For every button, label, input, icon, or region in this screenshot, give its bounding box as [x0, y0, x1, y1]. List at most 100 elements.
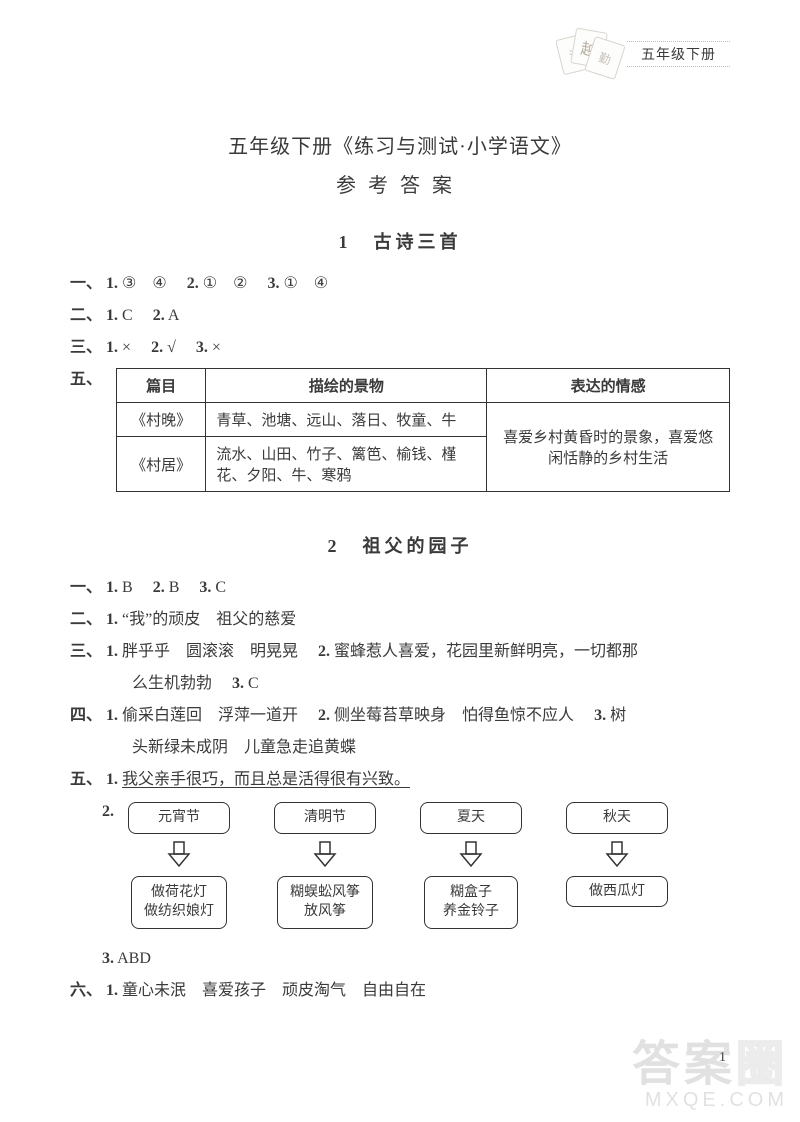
s1-line2: 二、 1. C 2. A: [70, 300, 730, 332]
s2-l1-c: 3.: [199, 579, 211, 596]
s1-l2-av: C: [122, 307, 133, 324]
s1-line3: 三、 1. × 2. √ 3. ×: [70, 332, 730, 364]
s1-l3-c: 3.: [196, 339, 208, 356]
s1-l3-b: 2.: [151, 339, 163, 356]
s1-l1-av: ③ ④: [122, 275, 167, 292]
s2-l1-cv: C: [215, 579, 226, 596]
s1-l1-b: 2.: [187, 275, 199, 292]
header: 治 越 勤 五年级下册: [559, 30, 730, 78]
s1-l1-bv: ① ②: [203, 275, 248, 292]
s2-l4-a: 1.: [106, 707, 118, 724]
td-title-2: 《村居》: [117, 437, 206, 492]
s2-line4: 四、 1. 偷采白莲回 浮萍一道开 2. 侧坐莓苔草映身 怕得鱼惊不应人 3. …: [70, 700, 730, 732]
section1-heading: 1 古诗三首: [70, 228, 730, 254]
s2-l3-bv: 蜜蜂惹人喜爱，花园里新鲜明亮，一切都那: [334, 643, 638, 660]
s2-line4-cont: 头新绿未成阴 儿童急走追黄蝶: [70, 732, 730, 764]
s2-l4-cont: 头新绿未成阴 儿童急走追黄蝶: [132, 739, 356, 756]
s2-line1: 一、 1. B 2. B 3. C: [70, 572, 730, 604]
page-number: 1: [719, 1050, 726, 1066]
s2-l3-c: 3.: [232, 675, 244, 692]
s1-l3-pre: 三、: [70, 339, 102, 356]
s2-line3: 三、 1. 胖乎乎 圆滚滚 明晃晃 2. 蜜蜂惹人喜爱，花园里新鲜明亮，一切都那: [70, 636, 730, 668]
s2-l6-a: 1.: [106, 982, 118, 999]
s2-l4-pre: 四、: [70, 707, 102, 724]
s2-l4-bv: 侧坐莓苔草映身 怕得鱼惊不应人: [334, 707, 574, 724]
s1-l2-pre: 二、: [70, 307, 102, 324]
flow-col-4: 秋天 做西瓜灯: [566, 802, 668, 929]
s1-l5-pre: 五、: [70, 364, 116, 396]
s2-l4-b: 2.: [318, 707, 330, 724]
flow-top-4: 秋天: [566, 802, 668, 834]
s2-line5: 五、 1. 我父亲手很巧，而且总是活得很有兴致。: [70, 764, 730, 796]
s2-line6: 六、 1. 童心未泯 喜爱孩子 顽皮淘气 自由自在: [70, 975, 730, 1007]
table-row: 《村晚》 青草、池塘、远山、落日、牧童、牛 喜爱乡村黄昏时的景象，喜爱悠闲恬静的…: [117, 403, 730, 437]
s1-l1-cv: ① ④: [283, 275, 328, 292]
s2-l5-a: 1.: [106, 771, 118, 788]
flow-bot-3: 糊盒子养金铃子: [424, 876, 518, 929]
s2-l5-av: 我父亲手很巧，而且总是活得很有兴致。: [122, 771, 410, 788]
flow-top-3: 夏天: [420, 802, 522, 834]
s1-l1-pre: 一、: [70, 275, 102, 292]
s2-l2-a: 1.: [106, 611, 118, 628]
th-title: 篇目: [117, 369, 206, 403]
main-title: 五年级下册《练习与测试·小学语文》: [70, 130, 730, 159]
arrow-icon: [457, 840, 485, 870]
th-scene: 描绘的景物: [206, 369, 487, 403]
flow-top-2: 清明节: [274, 802, 376, 834]
s1-l1-c: 3.: [267, 275, 279, 292]
s1-l3-bv: √: [167, 339, 176, 356]
arrow-icon: [311, 840, 339, 870]
s2-l1-b: 2.: [153, 579, 165, 596]
flow-bot-4: 做西瓜灯: [566, 876, 668, 908]
s2-l3-cv: C: [248, 675, 259, 692]
s1-line1: 一、 1. ③ ④ 2. ① ② 3. ① ④: [70, 268, 730, 300]
s2-l4-av: 偷采白莲回 浮萍一道开: [122, 707, 298, 724]
s2-line3-cont: 么生机勃勃 3. C: [70, 668, 730, 700]
wm-url: MXQE.COM: [632, 1089, 788, 1112]
s1-l2-bv: A: [168, 307, 180, 324]
s2-l3-a: 1.: [106, 643, 118, 660]
s1-table: 篇目 描绘的景物 表达的情感 《村晚》 青草、池塘、远山、落日、牧童、牛 喜爱乡…: [116, 368, 730, 492]
stamp-logo: 治 越 勤: [559, 30, 617, 78]
page: 治 越 勤 五年级下册 五年级下册《练习与测试·小学语文》 参考答案 1 古诗三…: [0, 0, 800, 1122]
flow-bot-1: 做荷花灯做纺织娘灯: [131, 876, 227, 929]
flow-col-3: 夏天 糊盒子养金铃子: [420, 802, 522, 929]
flow-diagram: 元宵节 做荷花灯做纺织娘灯 清明节 糊蜈蚣风筝放风筝 夏天 糊盒子养金铃子 秋天: [128, 802, 730, 929]
s2-l1-bv: B: [169, 579, 180, 596]
td-title-1: 《村晚》: [117, 403, 206, 437]
flow-col-2: 清明节 糊蜈蚣风筝放风筝: [274, 802, 376, 929]
watermark: 答案圈 MXQE.COM: [632, 1041, 788, 1112]
s2-l5-b: 2.: [102, 803, 114, 820]
s2-l1-av: B: [122, 579, 133, 596]
s2-l4-cv: 树: [610, 707, 626, 724]
td-scene-2: 流水、山田、竹子、篱笆、榆钱、槿花、夕阳、牛、寒鸦: [206, 437, 487, 492]
section2-heading: 2 祖父的园子: [70, 532, 730, 558]
s2-l2-av: “我”的顽皮 祖父的慈爱: [122, 611, 296, 628]
s2-line5c: 3. ABD: [70, 943, 730, 975]
s2-l1-a: 1.: [106, 579, 118, 596]
s1-l1-a: 1.: [106, 275, 118, 292]
sub-title: 参考答案: [70, 169, 730, 198]
flow-col-1: 元宵节 做荷花灯做纺织娘灯: [128, 802, 230, 929]
th-emotion: 表达的情感: [487, 369, 730, 403]
td-scene-1: 青草、池塘、远山、落日、牧童、牛: [206, 403, 487, 437]
s1-l3-a: 1.: [106, 339, 118, 356]
s2-l5-cv: ABD: [117, 950, 151, 967]
s2-l4-c: 3.: [594, 707, 606, 724]
s2-l1-pre: 一、: [70, 579, 102, 596]
s1-l3-av: ×: [122, 339, 131, 356]
s1-l2-b: 2.: [153, 307, 165, 324]
wm-text-2: 圈: [736, 1038, 788, 1091]
s2-l3-b: 2.: [318, 643, 330, 660]
s2-l2-pre: 二、: [70, 611, 102, 628]
s2-l6-av: 童心未泯 喜爱孩子 顽皮淘气 自由自在: [122, 982, 426, 999]
s1-l3-cv: ×: [212, 339, 221, 356]
table-row: 篇目 描绘的景物 表达的情感: [117, 369, 730, 403]
arrow-icon: [165, 840, 193, 870]
s2-l3-pre: 三、: [70, 643, 102, 660]
s2-l3-cont: 么生机勃勃: [132, 675, 212, 692]
s2-l5-c: 3.: [102, 950, 114, 967]
s2-line2: 二、 1. “我”的顽皮 祖父的慈爱: [70, 604, 730, 636]
arrow-icon: [603, 840, 631, 870]
flow-bot-2: 糊蜈蚣风筝放风筝: [277, 876, 373, 929]
